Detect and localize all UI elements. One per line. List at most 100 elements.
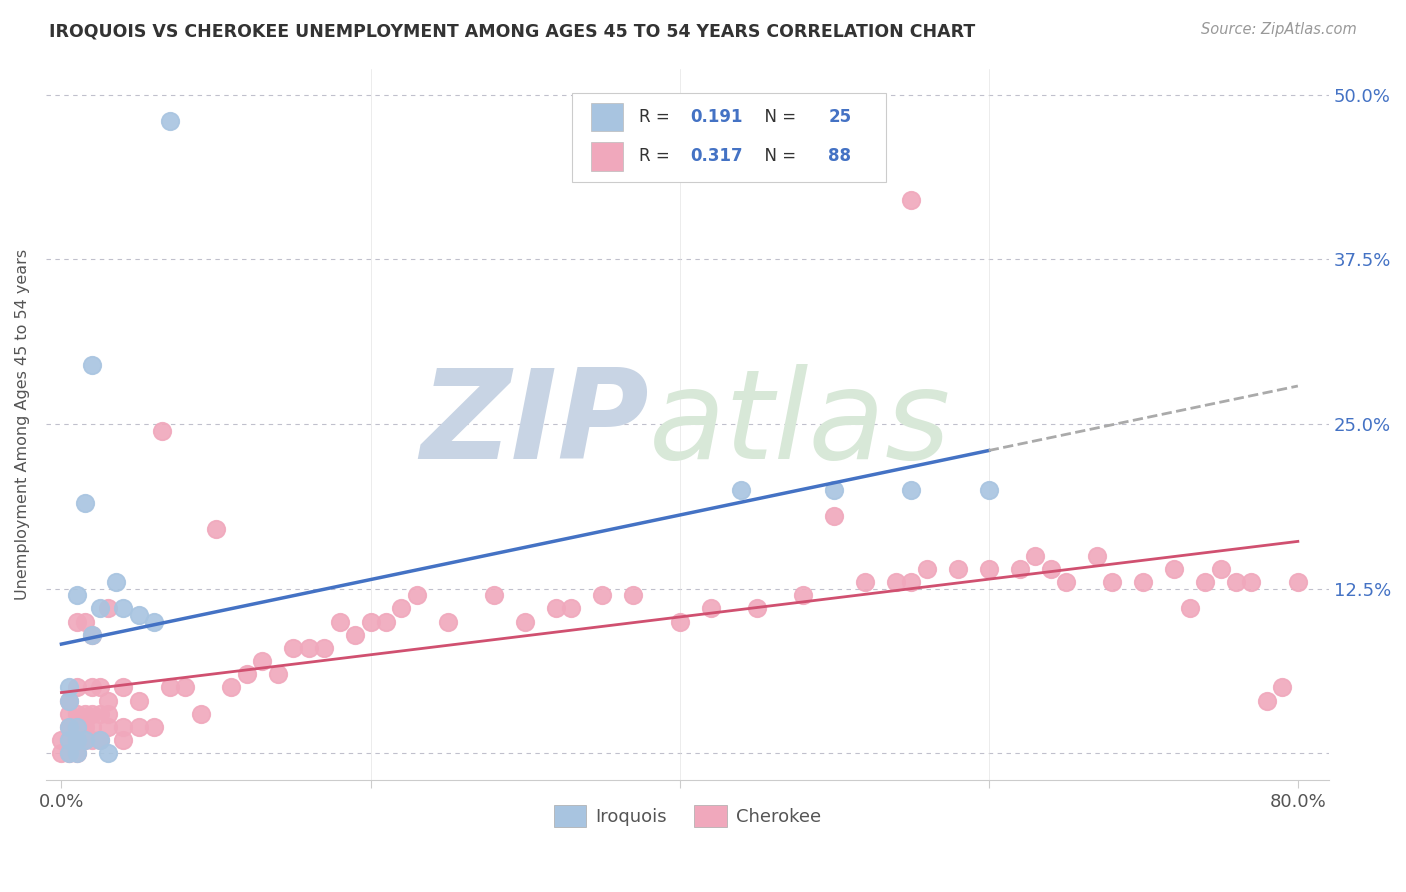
Text: ZIP: ZIP: [420, 364, 650, 484]
Point: [58, 706, 80, 721]
Point: [97, 693, 120, 707]
Point: [375, 615, 398, 629]
Point: [360, 615, 382, 629]
Point: [946, 562, 969, 576]
Point: [143, 720, 166, 734]
Point: [1085, 549, 1108, 563]
Point: [82, 681, 104, 695]
Point: [112, 720, 135, 734]
Point: [560, 601, 582, 615]
Point: [174, 681, 197, 695]
Point: [82, 628, 104, 642]
Point: [1286, 575, 1309, 590]
Text: 0.191: 0.191: [690, 108, 742, 126]
Point: [58, 746, 80, 760]
Point: [112, 681, 135, 695]
Point: [1008, 562, 1031, 576]
Point: [97, 601, 120, 615]
Point: [329, 615, 352, 629]
Point: [66, 746, 89, 760]
Point: [66, 588, 89, 602]
Point: [205, 523, 228, 537]
Point: [406, 588, 429, 602]
Point: [1163, 562, 1185, 576]
Point: [73, 733, 96, 747]
Legend: Iroquois, Cherokee: Iroquois, Cherokee: [547, 798, 828, 835]
Point: [66, 681, 89, 695]
Point: [73, 496, 96, 510]
Point: [82, 720, 104, 734]
Point: [73, 733, 96, 747]
FancyBboxPatch shape: [572, 94, 886, 182]
Point: [1132, 575, 1154, 590]
Point: [58, 746, 80, 760]
Point: [298, 640, 321, 655]
Point: [159, 681, 181, 695]
Point: [66, 746, 89, 760]
Point: [745, 601, 768, 615]
Point: [1256, 693, 1278, 707]
Point: [252, 654, 274, 668]
Point: [977, 483, 1000, 497]
Point: [977, 562, 1000, 576]
Point: [82, 358, 104, 372]
Point: [128, 693, 150, 707]
Point: [823, 483, 845, 497]
Point: [699, 601, 721, 615]
Text: Source: ZipAtlas.com: Source: ZipAtlas.com: [1201, 22, 1357, 37]
Point: [513, 615, 536, 629]
Point: [267, 667, 290, 681]
Point: [66, 720, 89, 734]
Point: [544, 601, 567, 615]
Text: 25: 25: [828, 108, 852, 126]
Point: [436, 615, 458, 629]
Point: [66, 706, 89, 721]
Point: [73, 615, 96, 629]
Point: [112, 601, 135, 615]
Point: [314, 640, 336, 655]
Point: [900, 193, 922, 207]
Point: [792, 588, 814, 602]
Point: [58, 733, 80, 747]
Point: [668, 615, 690, 629]
Point: [82, 628, 104, 642]
Text: 88: 88: [828, 147, 852, 165]
Point: [1178, 601, 1201, 615]
Text: R =: R =: [638, 108, 675, 126]
Point: [823, 509, 845, 524]
Text: N =: N =: [754, 147, 801, 165]
Point: [51, 746, 73, 760]
Text: IROQUOIS VS CHEROKEE UNEMPLOYMENT AMONG AGES 45 TO 54 YEARS CORRELATION CHART: IROQUOIS VS CHEROKEE UNEMPLOYMENT AMONG …: [49, 22, 976, 40]
Point: [344, 628, 367, 642]
Point: [1225, 575, 1247, 590]
Point: [66, 615, 89, 629]
Text: N =: N =: [754, 108, 801, 126]
Point: [128, 720, 150, 734]
Point: [89, 681, 111, 695]
Point: [190, 706, 212, 721]
Point: [97, 746, 120, 760]
Point: [283, 640, 305, 655]
Point: [730, 483, 752, 497]
Point: [82, 733, 104, 747]
Point: [58, 681, 80, 695]
Point: [58, 720, 80, 734]
Point: [1039, 562, 1062, 576]
Point: [1209, 562, 1232, 576]
Point: [66, 720, 89, 734]
Point: [1054, 575, 1077, 590]
Point: [58, 720, 80, 734]
Point: [391, 601, 413, 615]
Point: [591, 588, 613, 602]
Point: [1240, 575, 1263, 590]
Point: [853, 575, 876, 590]
Point: [884, 575, 907, 590]
Point: [128, 607, 150, 622]
Point: [143, 615, 166, 629]
FancyBboxPatch shape: [591, 142, 623, 170]
Point: [159, 114, 181, 128]
Point: [1271, 681, 1294, 695]
Point: [221, 681, 243, 695]
Point: [621, 588, 644, 602]
Point: [66, 733, 89, 747]
